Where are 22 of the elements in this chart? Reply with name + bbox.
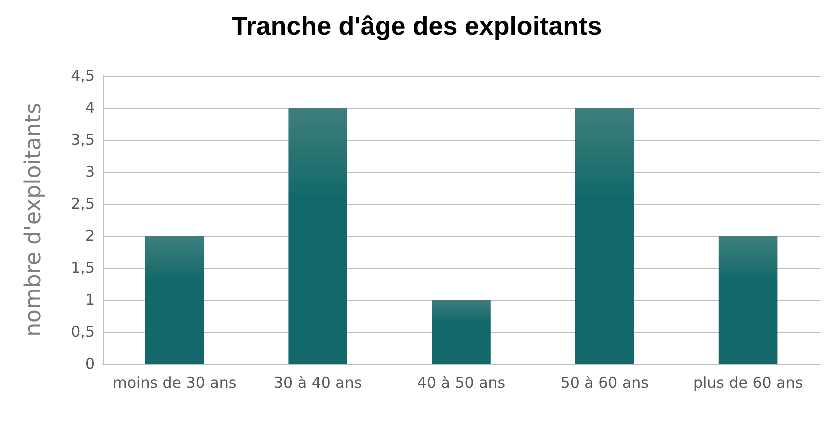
y-tick-label: 1	[85, 291, 95, 309]
chart-title: Tranche d'âge des exploitants	[232, 11, 602, 41]
y-tick-label: 0,5	[71, 323, 95, 341]
x-tick-label: moins de 30 ans	[112, 374, 237, 392]
bar	[718, 236, 778, 364]
bar	[576, 108, 634, 364]
bar	[432, 300, 491, 364]
y-tick-label: 4,5	[71, 67, 95, 85]
y-tick-label: 2	[85, 227, 95, 245]
bar	[288, 108, 348, 364]
x-tick-label: 30 à 40 ans	[274, 374, 362, 392]
y-axis-title: nombre d'exploitants	[22, 103, 46, 337]
y-tick-label: 2,5	[71, 195, 95, 213]
x-tick-label: 40 à 50 ans	[417, 374, 506, 392]
x-tick-label: 50 à 60 ans	[560, 374, 650, 392]
x-tick-label: plus de 60 ans	[693, 374, 804, 392]
y-tick-label: 4	[85, 99, 95, 117]
y-tick-label: 0	[85, 355, 95, 373]
y-tick-label: 3,5	[71, 131, 95, 149]
y-tick-label: 1,5	[71, 259, 95, 277]
bar	[145, 236, 204, 364]
y-tick-label: 3	[85, 163, 95, 181]
